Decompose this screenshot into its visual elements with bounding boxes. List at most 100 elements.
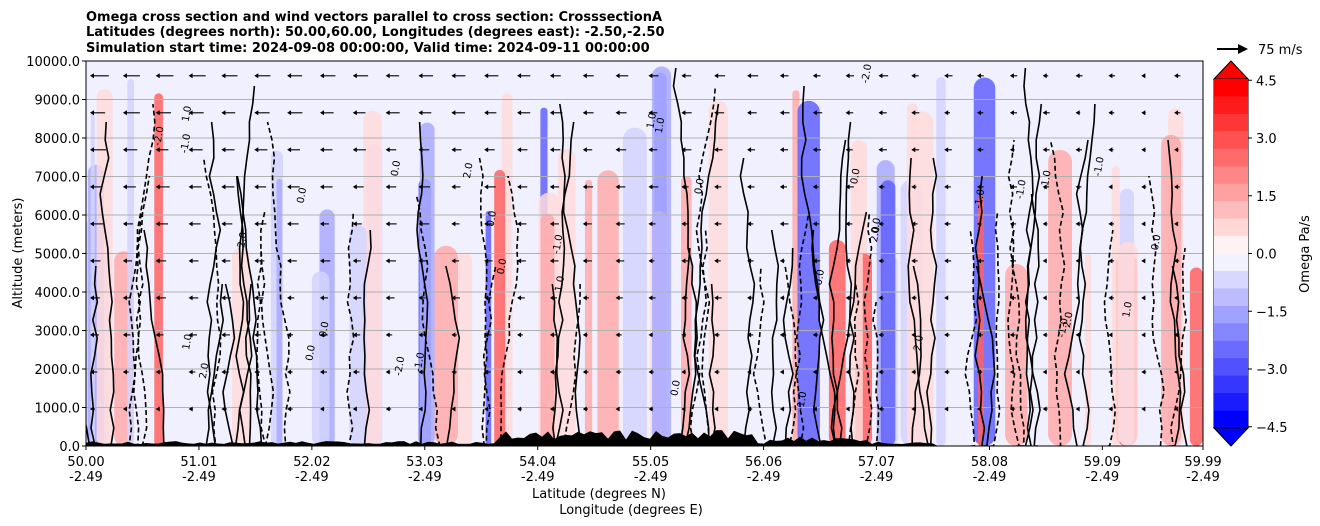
y-tick-label: 7000.0 (35, 171, 81, 186)
wind-vector-head (977, 147, 981, 153)
wind-vector-head (484, 332, 489, 338)
wind-vector-head (155, 73, 160, 79)
wind-vector-head (911, 147, 916, 153)
wind-vector-head (484, 147, 489, 153)
omega-band (363, 110, 382, 446)
wind-vector-head (155, 332, 160, 338)
x-tick-label-lat: 54.04 (519, 455, 556, 470)
wind-vector-head (648, 110, 653, 116)
wind-vector-head (615, 110, 620, 116)
wind-vector-head (812, 147, 817, 153)
wind-vector-head (418, 110, 423, 116)
wind-vector-head (517, 258, 522, 264)
title-line-2: Latitudes (degrees north): 50.00,60.00, … (86, 25, 665, 40)
wind-vector-head (681, 332, 686, 338)
contour-line (964, 229, 978, 446)
contour-line (260, 247, 275, 446)
wind-vector-head (549, 110, 554, 116)
wind-vector-head (615, 295, 620, 301)
contour-label: -1.0 (1015, 179, 1029, 200)
wind-vector-head (418, 221, 423, 227)
wind-vector-head (747, 406, 752, 412)
omega-band (936, 77, 946, 446)
wind-vector-head (188, 110, 193, 116)
wind-vector-head (615, 332, 620, 338)
wind-vector-head (549, 369, 554, 375)
wind-vector-head (385, 110, 390, 116)
wind-vector-head (714, 406, 719, 412)
contour-line (872, 301, 880, 446)
wind-vector-head (549, 73, 554, 79)
contour-line (86, 317, 91, 446)
y-tick-label: 10000.0 (26, 55, 80, 70)
wind-vector-head (385, 332, 390, 338)
wind-vector-head (582, 147, 587, 153)
omega-band (681, 175, 692, 446)
wind-vector-head (615, 184, 620, 190)
contour-line (784, 265, 805, 446)
wind-vector-head (1042, 184, 1047, 190)
wind-vector-head (714, 369, 719, 375)
wind-vector-head (451, 110, 456, 116)
wind-vector-head (648, 332, 653, 338)
wind-vector-head (1108, 295, 1113, 301)
colorbar-step (1214, 323, 1248, 342)
wind-vector-head (320, 221, 324, 227)
contour-line (126, 103, 156, 446)
x-tick-label-lon: -2.49 (182, 470, 216, 485)
wind-vector-head (517, 406, 522, 412)
wind-vector-head (1009, 147, 1014, 153)
wind-vector-head (549, 295, 554, 301)
wind-vector-head (1108, 369, 1113, 375)
wind-vector-head (1009, 221, 1014, 227)
wind-vector-head (287, 332, 292, 338)
wind-vector-head (911, 369, 916, 375)
contour-label: 2.0 (236, 231, 250, 249)
wind-vector-head (451, 332, 456, 338)
contour-line (206, 121, 222, 446)
wind-vector-head (155, 110, 160, 116)
contour-line (236, 175, 253, 446)
wind-vector-head (549, 221, 554, 227)
omega-band (1118, 242, 1138, 446)
wind-vector-head (418, 184, 423, 190)
wind-vector-head (812, 332, 817, 338)
wind-vector-head (845, 147, 850, 153)
contour-label: -1.0 (1057, 317, 1071, 338)
wind-vector-head (1141, 110, 1146, 116)
omega-band (96, 89, 113, 446)
wind-vector-head (1075, 147, 1080, 153)
wind-vector-head (911, 184, 916, 190)
wind-vector-head (812, 221, 817, 227)
wind-vector-head (517, 110, 522, 116)
wind-vector-head (320, 73, 324, 79)
wind-vector-head (977, 406, 981, 412)
wind-vector-head (122, 73, 127, 79)
contour-label: 0.0 (1150, 234, 1164, 252)
wind-vector-head (122, 147, 127, 153)
x-tick-label-lat: 57.07 (858, 455, 895, 470)
colorbar-tick-label: −3.0 (1256, 363, 1288, 378)
colorbar-tick-label: 0.0 (1256, 248, 1277, 263)
x-tick-label-lat: 58.08 (971, 455, 1008, 470)
wind-vector-head (845, 406, 850, 412)
wind-vector-head (320, 406, 324, 412)
quiver-key: 75 m/s (1217, 43, 1303, 58)
wind-vector-head (944, 332, 949, 338)
y-tick-label: 9000.0 (35, 94, 81, 109)
wind-vector-head (517, 184, 522, 190)
colorbar-tick-label: 4.5 (1256, 74, 1277, 89)
x-tick-label-lon: -2.49 (1086, 470, 1120, 485)
wind-vector-head (287, 147, 292, 153)
wind-vector-head (352, 147, 357, 153)
contour-line (499, 175, 519, 446)
wind-vector-head (385, 147, 390, 153)
wind-vector-head (615, 406, 620, 412)
contour-line (788, 211, 810, 446)
contour-line (811, 229, 837, 446)
contour-label: 2.0 (1062, 311, 1076, 329)
wind-vector-head (648, 258, 653, 264)
wind-vector-head (418, 295, 423, 301)
wind-vector-head (221, 221, 226, 227)
